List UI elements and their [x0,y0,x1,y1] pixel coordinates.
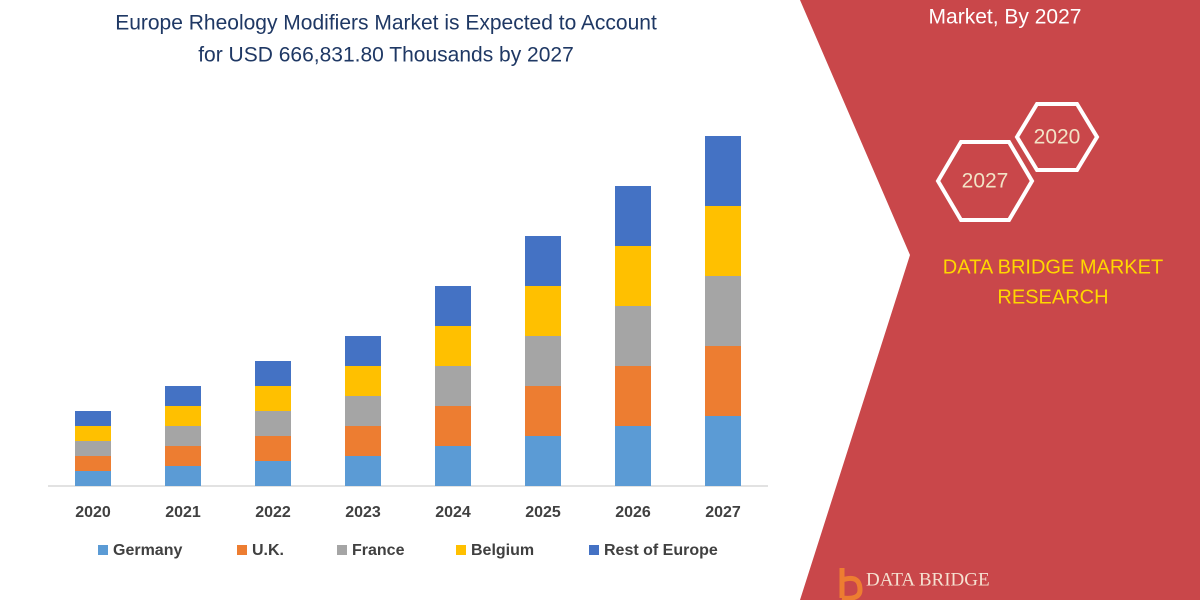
bar-segment [435,286,471,326]
bar-segment [165,406,201,426]
x-tick-label: 2025 [525,504,561,521]
x-tick-label: 2021 [165,504,201,521]
x-tick-label: 2026 [615,504,651,521]
logo-icon [839,568,863,600]
bar-segment [345,366,381,396]
bar-segment [705,136,741,206]
bar-segment [615,306,651,366]
x-tick-label: 2023 [345,504,381,521]
legend-label: France [352,542,405,559]
legend-swatch [98,545,108,555]
legend-swatch [589,545,599,555]
bar-segment [255,386,291,411]
bar-segment [75,456,111,471]
brand: DATA BRIDGE MARKET [943,256,1163,278]
bar-segment [255,411,291,436]
hexagon [935,140,1035,222]
bar-segment [615,186,651,246]
bar-segment [525,336,561,386]
x-tick-label: 2022 [255,504,291,521]
bar-segment [615,366,651,426]
bar-segment [525,436,561,486]
bar-segment [345,456,381,486]
hexagon [1014,102,1100,172]
legend-label: Germany [113,542,182,559]
bar-segment [345,396,381,426]
bar-segment [435,406,471,446]
legend-swatch [337,545,347,555]
bar-segment [435,326,471,366]
legend-label: Rest of Europe [604,542,718,559]
legend-label: U.K. [252,542,284,559]
bar-segment [255,461,291,486]
hexagon-label: 2020 [1034,126,1081,149]
bar-segment [75,426,111,441]
bar-segment [75,441,111,456]
bar-segment [255,436,291,461]
x-tick-label: 2020 [75,504,111,521]
bar-segment [165,466,201,486]
bar-segment [525,386,561,436]
bar-segment [165,386,201,406]
bar-segment [75,471,111,486]
bar-segment [165,426,201,446]
chart-title: for USD 666,831.80 Thousands by 2027 [198,44,574,67]
chart-title: Europe Rheology Modifiers Market is Expe… [115,12,657,35]
bar-segment [435,366,471,406]
brand: RESEARCH [997,286,1108,308]
bar-segment [165,446,201,466]
bar-segment [345,336,381,366]
bar-segment [705,416,741,486]
bar-segment [615,426,651,486]
bar-segment [525,286,561,336]
bar-segment [75,411,111,426]
legend-swatch [456,545,466,555]
bar-segment [435,446,471,486]
legend-label: Belgium [471,542,534,559]
bar-segment [705,276,741,346]
bar-segment [705,206,741,276]
bar-segment [615,246,651,306]
bar-segment [525,236,561,286]
hexagon-label: 2027 [962,170,1009,193]
bar-segment [345,426,381,456]
side-panel [800,0,1200,600]
bar-segment [255,361,291,386]
x-tick-label: 2024 [435,504,471,521]
x-tick-label: 2027 [705,504,741,521]
bar-segment [705,346,741,416]
logo-text: DATA BRIDGE [866,569,990,590]
legend-swatch [237,545,247,555]
panel-heading: Market, By 2027 [929,6,1082,29]
